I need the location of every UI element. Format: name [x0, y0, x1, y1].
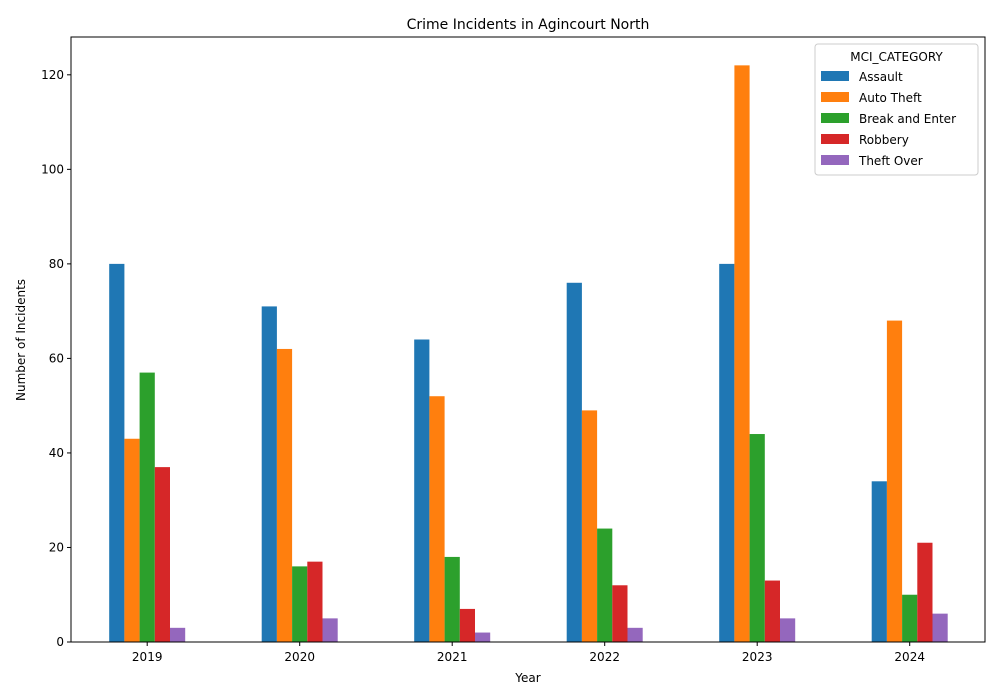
- y-tick-label: 0: [56, 635, 64, 649]
- y-tick-label: 100: [41, 162, 64, 176]
- bar-assault-2023: [719, 263, 735, 643]
- y-tick-label: 40: [49, 446, 64, 460]
- y-tick-label: 60: [49, 351, 64, 365]
- legend-label-auto-theft: Auto Theft: [859, 91, 922, 105]
- bar-auto-theft-2019: [124, 438, 140, 642]
- bar-robbery-2022: [612, 585, 628, 642]
- x-axis-label: Year: [514, 671, 540, 685]
- bar-break-and-enter-2024: [902, 594, 918, 642]
- bar-robbery-2021: [459, 608, 475, 642]
- bar-auto-theft-2023: [734, 65, 750, 643]
- legend-label-robbery: Robbery: [859, 133, 909, 147]
- bar-auto-theft-2021: [429, 396, 445, 642]
- axes-layer: 0 20 40 60 80 100 120 2019 2020 2021 2022 2023 2024: [41, 36, 986, 664]
- bar-assault-2022: [566, 282, 582, 642]
- legend-swatch-break-and-enter: [821, 113, 849, 123]
- legend-swatch-robbery: [821, 134, 849, 144]
- bar-robbery-2019: [154, 467, 170, 642]
- legend-swatch-auto-theft: [821, 92, 849, 102]
- x-tick-label-2024: 2024: [894, 650, 925, 664]
- legend: MCI_CATEGORY Assault Auto Theft Break and E…: [814, 43, 979, 176]
- bar-theft-over-2019: [170, 627, 186, 642]
- legend-swatch-theft-over: [821, 155, 849, 165]
- bar-theft-over-2020: [322, 618, 338, 642]
- legend-label-theft-over: Theft Over: [858, 154, 923, 168]
- legend-label-assault: Assault: [859, 70, 903, 84]
- bar-break-and-enter-2023: [749, 434, 765, 642]
- bar-auto-theft-2020: [276, 348, 293, 642]
- bar-auto-theft-2022: [581, 410, 598, 642]
- legend-box: [814, 43, 979, 176]
- bar-break-and-enter-2021: [444, 556, 460, 642]
- chart-title: Crime Incidents in Agincourt North: [407, 17, 650, 33]
- bar-robbery-2023: [764, 580, 780, 642]
- bar-auto-theft-2024: [886, 320, 903, 642]
- plot-frame: [70, 36, 986, 643]
- x-tick-label-2021: 2021: [437, 650, 468, 664]
- x-tick-label-2023: 2023: [742, 650, 773, 664]
- bar-theft-over-2023: [780, 618, 796, 642]
- y-tick-label: 80: [49, 257, 64, 271]
- x-tick-label-2019: 2019: [132, 650, 163, 664]
- bar-assault-2021: [414, 339, 430, 642]
- x-tick-label-2022: 2022: [589, 650, 620, 664]
- y-axis-label: Number of Incidents: [14, 279, 28, 401]
- x-tick-label-2020: 2020: [284, 650, 315, 664]
- y-tick-label: 120: [41, 68, 64, 82]
- legend-label-break-and-enter: Break and Enter: [859, 112, 956, 126]
- bar-assault-2024: [871, 481, 887, 642]
- bar-theft-over-2022: [627, 627, 643, 642]
- bar-robbery-2020: [307, 561, 323, 642]
- bar-theft-over-2024: [932, 613, 948, 642]
- bar-theft-over-2021: [475, 632, 491, 642]
- bar-assault-2020: [261, 306, 277, 642]
- bar-break-and-enter-2020: [292, 566, 308, 643]
- bar-robbery-2024: [917, 542, 933, 642]
- legend-title: MCI_CATEGORY: [850, 50, 943, 64]
- bar-assault-2019: [109, 263, 125, 643]
- y-tick-label: 20: [49, 540, 64, 554]
- bar-break-and-enter-2019: [139, 372, 155, 642]
- bar-break-and-enter-2022: [597, 528, 613, 642]
- legend-swatch-assault: [821, 71, 849, 81]
- bars-layer: [109, 65, 948, 643]
